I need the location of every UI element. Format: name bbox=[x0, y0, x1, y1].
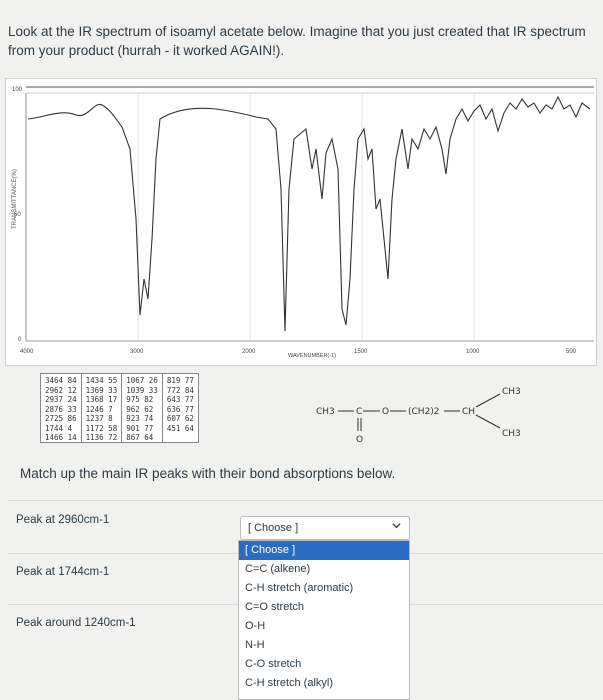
peak-table-col-1: 3464 84 2962 12 2937 24 2876 33 2725 86 … bbox=[41, 374, 82, 442]
spectrum-trace bbox=[27, 95, 591, 332]
peak-entry: 867 64 bbox=[126, 433, 154, 442]
structure-c: C bbox=[356, 407, 362, 417]
x-tick-3000: 3000 bbox=[130, 349, 144, 355]
peak-entry: 1368 17 bbox=[85, 395, 118, 404]
peak-entry: 1246 7 bbox=[85, 404, 113, 414]
answer-select[interactable]: [ Choose ] bbox=[240, 516, 410, 540]
intro-text: Look at the IR spectrum of isoamyl aceta… bbox=[8, 24, 586, 58]
peak-entry: 1136 72 bbox=[85, 433, 118, 442]
dropdown-option-choose[interactable]: [ Choose ] bbox=[239, 541, 409, 560]
dropdown-option-co-stretch[interactable]: C=O stretch bbox=[245, 601, 304, 613]
isoamyl-acetate-structure: CH3 C O (CH2)2 CH CH3 CH3 O bbox=[310, 376, 540, 446]
structure-ch: CH bbox=[462, 407, 475, 417]
y-tick-50: 50 bbox=[14, 212, 21, 218]
peak-entry: 923 74 bbox=[126, 414, 154, 423]
peak-entry: 1466 14 bbox=[45, 433, 77, 442]
dropdown-option-c-o-stretch[interactable]: C-O stretch bbox=[245, 658, 302, 670]
dropdown-option-ch-aromatic[interactable]: C-H stretch (aromatic) bbox=[245, 582, 354, 594]
peak-entry: 901 77 bbox=[126, 423, 154, 433]
peak-entry: 1039 33 bbox=[126, 385, 158, 395]
peak-table-col-3: 1067 26 1039 33 975 82 962 62 923 74 901… bbox=[122, 374, 163, 442]
structure-ch2-group: (CH2)2 bbox=[408, 407, 440, 417]
dropdown-option-oh[interactable]: O-H bbox=[245, 620, 266, 632]
match-title: Match up the main IR peaks with their bo… bbox=[20, 466, 396, 481]
dropdown-option-nh[interactable]: N-H bbox=[245, 639, 265, 651]
peak-entry: 1369 33 bbox=[85, 385, 118, 395]
peak-entry: 1237 8 bbox=[85, 414, 113, 423]
y-tick-100: 100 bbox=[12, 87, 23, 93]
y-tick-0: 0 bbox=[18, 337, 22, 343]
dropdown-option-ch-alkyl[interactable]: C-H stretch (alkyl) bbox=[245, 677, 334, 689]
question-label: Peak around 1240cm-1 bbox=[16, 617, 136, 629]
peak-entry: 2962 12 bbox=[45, 385, 77, 395]
chevron-down-icon bbox=[392, 521, 401, 533]
peak-entry: 636 77 bbox=[166, 404, 194, 414]
structure-o-single: O bbox=[382, 407, 389, 417]
answer-dropdown-list: [ Choose ] C=C (alkene) C-H stretch (aro… bbox=[238, 540, 410, 700]
peak-entry: 643 77 bbox=[166, 395, 194, 404]
peak-entry: 1744 4 bbox=[45, 423, 73, 433]
peak-table-col-4: 819 77 772 84 643 77 636 77 607 62 451 6… bbox=[163, 374, 198, 442]
x-tick-1000: 1000 bbox=[466, 349, 480, 355]
peak-entry: 2725 86 bbox=[45, 414, 77, 423]
dropdown-option-cc-alkene[interactable]: C=C (alkene) bbox=[245, 563, 311, 575]
select-value: [ Choose ] bbox=[248, 522, 299, 534]
structure-o-double: O bbox=[356, 435, 363, 445]
peak-entry: 1172 58 bbox=[85, 423, 118, 433]
y-axis-label: TRANSMITTANCE(%) bbox=[12, 169, 18, 229]
peak-entry: 2937 24 bbox=[45, 395, 77, 404]
peak-entry: 2876 33 bbox=[45, 404, 77, 414]
ir-spectrum-image: 100 50 0 TRANSMITTANCE(%) 4000 3000 2000… bbox=[5, 78, 597, 366]
structure-ch3-top: CH3 bbox=[502, 387, 521, 397]
question-label: Peak at 2960cm-1 bbox=[16, 514, 110, 526]
x-axis-label: WAVENUMBER(-1) bbox=[288, 353, 336, 359]
structure-ch3-bottom: CH3 bbox=[502, 429, 521, 439]
peak-entry: 772 84 bbox=[166, 385, 194, 395]
x-tick-1500: 1500 bbox=[354, 349, 368, 355]
question-row bbox=[8, 500, 603, 501]
peak-entry: 819 77 bbox=[166, 376, 194, 385]
peak-entry: 962 62 bbox=[126, 404, 154, 414]
peak-table: 3464 84 2962 12 2937 24 2876 33 2725 86 … bbox=[40, 373, 199, 443]
question-label: Peak at 1744cm-1 bbox=[16, 566, 110, 578]
structure-ch3-left: CH3 bbox=[316, 407, 335, 417]
peak-entry: 3464 84 bbox=[45, 376, 77, 385]
peak-entry: 451 64 bbox=[166, 423, 194, 433]
x-tick-500: 500 bbox=[566, 349, 577, 355]
peak-table-col-2: 1434 55 1369 33 1368 17 1246 7 1237 8 11… bbox=[82, 374, 123, 442]
peak-entry: 1067 26 bbox=[126, 376, 158, 385]
x-tick-4000: 4000 bbox=[20, 349, 34, 355]
peak-entry: 607 62 bbox=[166, 414, 194, 423]
x-tick-2000: 2000 bbox=[242, 349, 256, 355]
peak-entry: 975 82 bbox=[126, 395, 154, 404]
peak-entry: 1434 55 bbox=[85, 376, 118, 385]
